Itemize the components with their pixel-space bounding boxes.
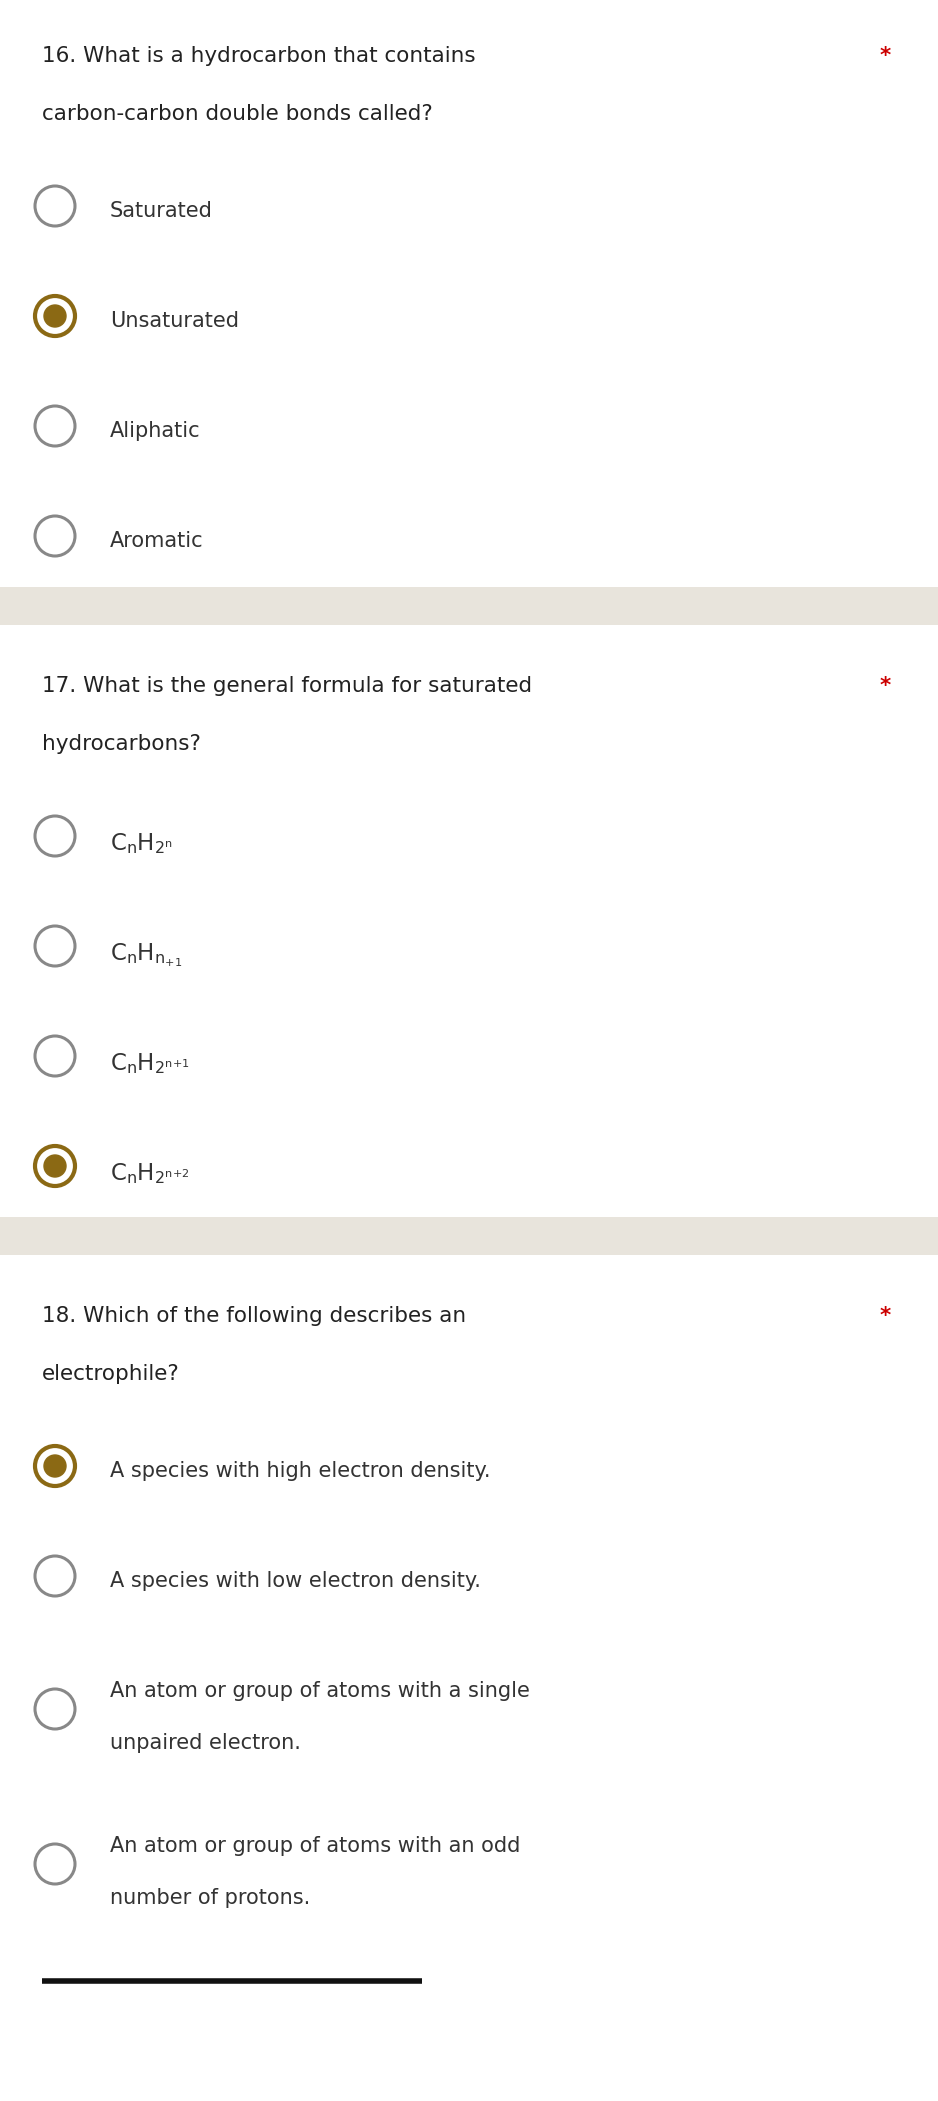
Circle shape [35,517,75,557]
Text: *: * [880,1307,891,1326]
Text: electrophile?: electrophile? [42,1364,180,1385]
Circle shape [35,1689,75,1729]
Text: unpaired electron.: unpaired electron. [110,1733,301,1752]
Text: 17. What is the general formula for saturated: 17. What is the general formula for satu… [42,677,532,695]
Text: $\rm C_nH_{2^n}$: $\rm C_nH_{2^n}$ [110,832,173,855]
Text: $\rm C_nH_{2^{n\!+\!1}}$: $\rm C_nH_{2^{n\!+\!1}}$ [110,1050,190,1076]
Circle shape [35,1145,75,1185]
Circle shape [35,1557,75,1597]
Circle shape [35,1845,75,1885]
Circle shape [35,187,75,227]
Text: An atom or group of atoms with an odd: An atom or group of atoms with an odd [110,1836,521,1855]
Circle shape [44,1456,66,1477]
Text: *: * [880,46,891,65]
Text: A species with low electron density.: A species with low electron density. [110,1572,481,1590]
Text: Aliphatic: Aliphatic [110,420,201,441]
Text: Aromatic: Aromatic [110,532,204,550]
Circle shape [35,927,75,966]
Text: number of protons.: number of protons. [110,1889,310,1908]
Text: Unsaturated: Unsaturated [110,311,239,332]
Circle shape [35,405,75,445]
Text: carbon-carbon double bonds called?: carbon-carbon double bonds called? [42,105,432,124]
Text: A species with high electron density.: A species with high electron density. [110,1460,491,1481]
Circle shape [44,305,66,328]
Text: *: * [880,677,891,695]
Circle shape [35,1445,75,1485]
Text: 16. What is a hydrocarbon that contains: 16. What is a hydrocarbon that contains [42,46,476,65]
Circle shape [35,296,75,336]
Text: $\rm C_nH_{2^{n\!+\!2}}$: $\rm C_nH_{2^{n\!+\!2}}$ [110,1162,190,1185]
Text: 18. Which of the following describes an: 18. Which of the following describes an [42,1307,466,1326]
FancyBboxPatch shape [0,1216,938,1254]
Circle shape [44,1156,66,1177]
Text: Saturated: Saturated [110,202,213,221]
Circle shape [35,815,75,855]
Text: An atom or group of atoms with a single: An atom or group of atoms with a single [110,1681,530,1702]
Text: $\rm C_nH_{n_{+1}}$: $\rm C_nH_{n_{+1}}$ [110,941,182,969]
Text: hydrocarbons?: hydrocarbons? [42,733,201,754]
FancyBboxPatch shape [0,586,938,624]
Circle shape [35,1036,75,1076]
